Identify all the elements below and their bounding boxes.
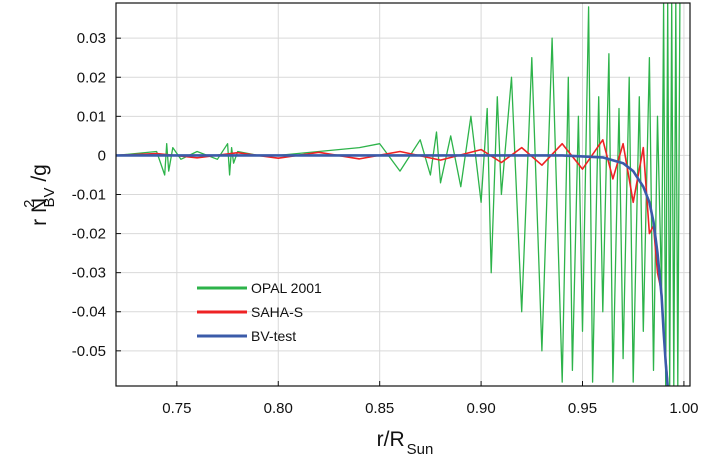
x-tick-label: 1.00: [669, 400, 698, 417]
y-tick-label: -0.01: [72, 187, 106, 204]
y-axis-title: r N2 BV /g: [21, 164, 58, 226]
x-tick-label: 0.85: [365, 400, 394, 417]
y-tick-label: -0.05: [72, 343, 106, 360]
x-tick-label: 0.90: [466, 400, 495, 417]
y-tick-label: -0.02: [72, 226, 106, 243]
x-tick-label: 0.95: [568, 400, 597, 417]
legend-label: SAHA-S: [251, 304, 303, 320]
x-axis-title-subscript: Sun: [407, 441, 434, 458]
plot-frame: [115, 2, 691, 387]
series-line-bv-test: [116, 154, 669, 386]
legend-label: BV-test: [251, 328, 296, 344]
y-axis-title-main: r N: [28, 198, 51, 226]
series-line-opal-2001: [116, 3, 681, 386]
y-tick-label: 0: [98, 147, 106, 164]
x-axis-title-main: r/R: [377, 428, 405, 451]
y-tick-label: -0.03: [72, 265, 106, 282]
y-axis-ticks: 0.03 0.02 0.01 0 -0.01 -0.02 -0.03 -0.04 -0.05: [72, 30, 121, 360]
y-axis-title-superscript: 2: [21, 200, 38, 208]
x-tick-label: 0.75: [162, 400, 191, 417]
y-axis-title-subscript: BV: [41, 188, 58, 208]
y-tick-label: -0.04: [72, 304, 106, 321]
series-layer: [116, 3, 681, 386]
x-tick-label: 0.80: [264, 400, 293, 417]
legend: OPAL 2001 SAHA-S BV-test: [197, 280, 322, 344]
y-tick-label: 0.03: [77, 30, 106, 47]
legend-label: OPAL 2001: [251, 280, 322, 296]
x-axis-ticks: 0.75 0.80 0.85 0.90 0.95 1.00: [162, 381, 699, 417]
y-tick-label: 0.02: [77, 69, 106, 86]
y-tick-label: 0.01: [77, 108, 106, 125]
x-axis-title: r/R Sun: [377, 428, 434, 458]
y-axis-title-tail: /g: [28, 164, 51, 187]
